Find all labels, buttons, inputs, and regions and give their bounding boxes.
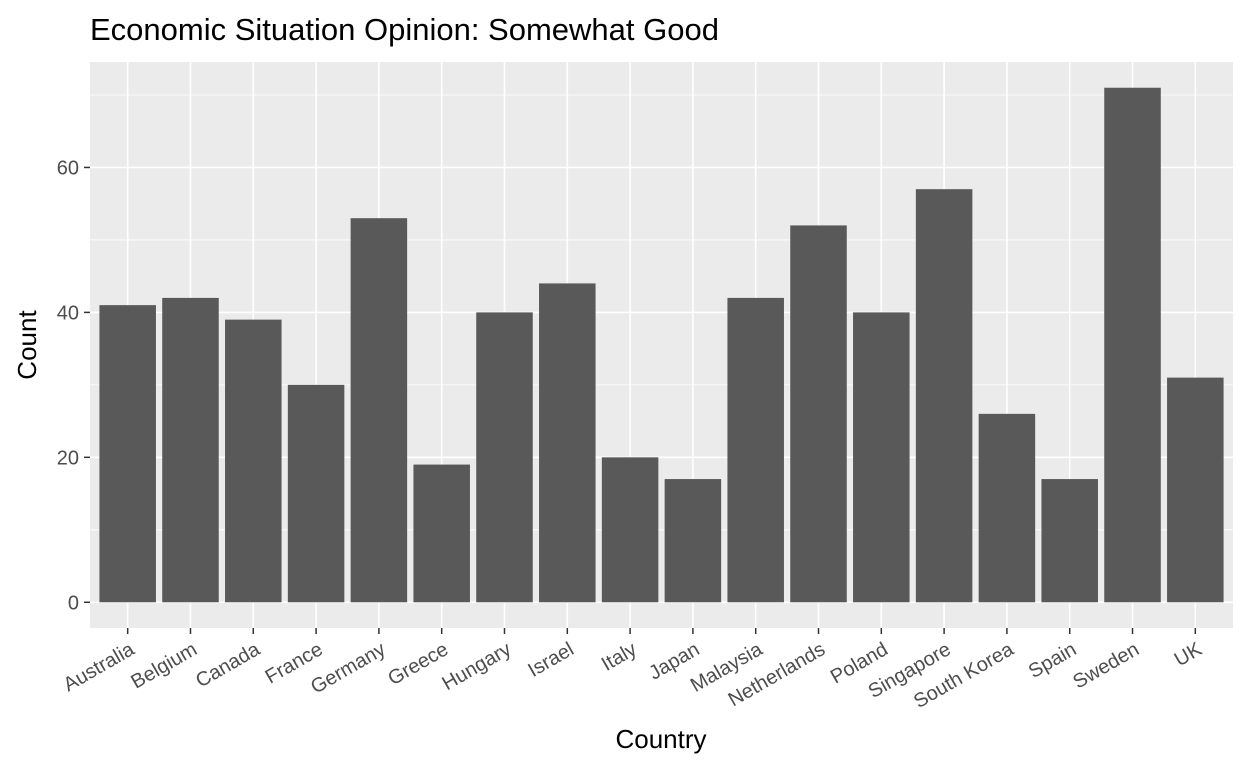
x-axis-title: Country	[615, 724, 706, 754]
bars	[99, 87, 1224, 603]
x-tick-label: Australia	[60, 638, 139, 696]
x-axis-ticks: AustraliaBelgiumCanadaFranceGermanyGreec…	[60, 628, 1207, 713]
y-tick-label: 20	[57, 447, 79, 469]
y-axis-title: Count	[12, 310, 42, 380]
x-tick-label: Sweden	[1069, 638, 1143, 693]
y-tick-label: 0	[68, 592, 79, 614]
bar-sweden	[1104, 87, 1161, 603]
bar-japan	[664, 479, 722, 603]
bar-singapore	[915, 189, 973, 603]
bar-spain	[1041, 479, 1098, 603]
x-tick-label: Hungary	[439, 638, 515, 695]
bar-australia	[99, 305, 156, 603]
x-tick-label: Israel	[524, 638, 577, 682]
bar-greece	[413, 464, 470, 603]
bar-germany	[350, 218, 408, 603]
bar-israel	[539, 283, 596, 603]
bar-hungary	[476, 312, 533, 603]
x-tick-label: Belgium	[127, 638, 201, 693]
bar-south-korea	[978, 413, 1036, 603]
bar-canada	[225, 319, 282, 603]
y-tick-label: 40	[57, 302, 79, 324]
bar-italy	[601, 457, 659, 603]
bar-netherlands	[790, 225, 847, 603]
bar-france	[287, 384, 345, 603]
y-axis-ticks: 0 20 40 60	[57, 157, 90, 614]
x-tick-label: Canada	[192, 638, 264, 693]
y-tick-label: 60	[57, 157, 79, 179]
bar-uk	[1167, 377, 1224, 603]
x-tick-label: Italy	[598, 638, 641, 675]
bar-malaysia	[727, 297, 784, 603]
chart-title: Economic Situation Opinion: Somewhat Goo…	[90, 12, 719, 47]
bar-belgium	[162, 297, 219, 603]
x-tick-label: UK	[1171, 638, 1207, 671]
bar-poland	[853, 312, 910, 603]
